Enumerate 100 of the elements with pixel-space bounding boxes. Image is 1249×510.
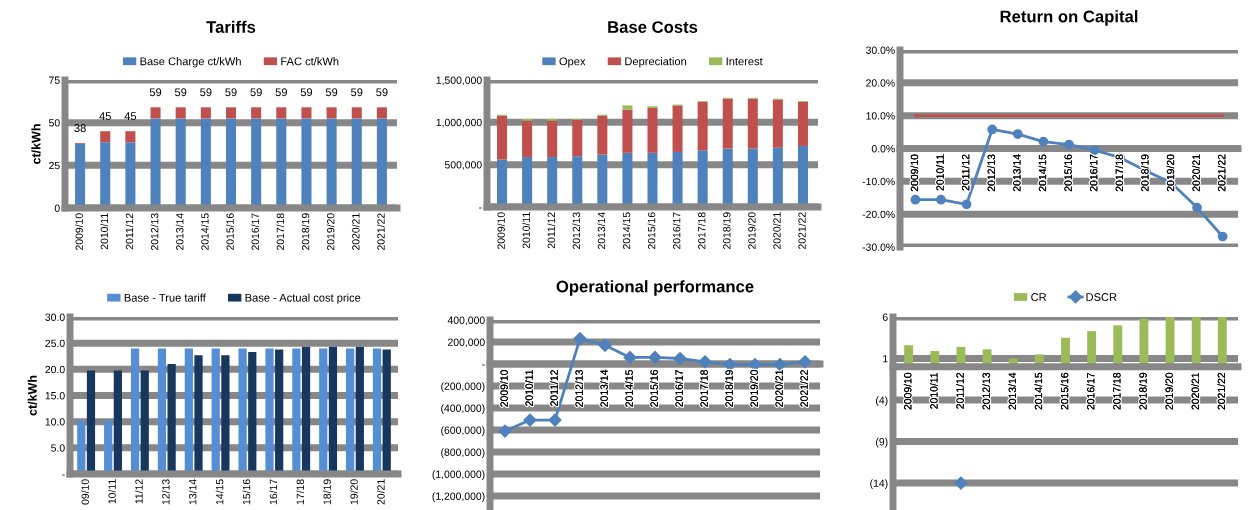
y-tick-label: 15.0 bbox=[45, 392, 65, 400]
x-tick-label: 18/19 bbox=[323, 479, 331, 505]
x-tick-label: 2018/19 bbox=[301, 213, 310, 250]
bar bbox=[184, 348, 193, 474]
x-tick-label: 2017/18 bbox=[1112, 372, 1121, 410]
bar bbox=[497, 159, 508, 207]
x-tick-label: 2019/20 bbox=[326, 213, 335, 250]
bar bbox=[175, 107, 186, 119]
x-tick-label: 2012/13 bbox=[150, 213, 159, 250]
bar bbox=[497, 115, 508, 160]
x-tick-label: 2021/22 bbox=[377, 213, 385, 250]
x-tick-label: 2009/10 bbox=[500, 369, 508, 407]
bar bbox=[372, 348, 382, 474]
y-tick-label: - bbox=[482, 364, 485, 366]
x-tick-label: 2009/10 bbox=[497, 212, 505, 249]
bar bbox=[75, 144, 86, 208]
y-tick-label: 30.0 bbox=[45, 313, 65, 321]
y-tick-label: 0.0% bbox=[871, 145, 895, 153]
chart-title: Return on Capital bbox=[1000, 10, 1138, 26]
x-tick-label: 2011/12 bbox=[547, 212, 555, 249]
point bbox=[961, 199, 972, 210]
y-tick-label: 1,500,000 bbox=[436, 76, 482, 86]
bar bbox=[722, 98, 733, 149]
y-tick-label: 0 bbox=[54, 204, 60, 212]
y-tick-label: -30.0% bbox=[862, 243, 895, 251]
x-tick-label: 2012/13 bbox=[982, 372, 990, 410]
bar bbox=[167, 364, 176, 474]
x-tick-label: 2018/19 bbox=[722, 212, 731, 249]
x-tick-label: 2011/12 bbox=[125, 213, 134, 250]
total-label: 45 bbox=[99, 112, 111, 121]
y-tick-label: 1 bbox=[883, 355, 888, 363]
bar bbox=[130, 348, 140, 474]
bar bbox=[355, 346, 364, 474]
x-tick-label: 2014/15 bbox=[1034, 372, 1043, 410]
x-tick-label: 2009/10 bbox=[910, 154, 919, 192]
x-tick-label: 2012/13 bbox=[987, 154, 995, 192]
y-tick-label: 10.0% bbox=[866, 112, 895, 120]
point bbox=[987, 124, 998, 135]
bar bbox=[572, 156, 583, 207]
y-tick-label: - bbox=[62, 474, 65, 476]
x-tick-label: 2016/17 bbox=[1086, 372, 1095, 410]
bar bbox=[276, 107, 287, 119]
total-label: 59 bbox=[376, 88, 388, 97]
bar bbox=[326, 118, 337, 208]
y-tick-label: 20.0% bbox=[866, 79, 895, 87]
y-tick-label: (9) bbox=[876, 437, 888, 448]
y-tick-label: 25.0 bbox=[45, 339, 65, 348]
total-label: 45 bbox=[124, 112, 137, 121]
bar bbox=[301, 107, 312, 119]
y-tick-label: (200,000) bbox=[441, 382, 485, 392]
x-tick-label: 2010/11 bbox=[525, 370, 533, 406]
bar bbox=[104, 420, 113, 474]
y-axis-title: ct/kWh bbox=[31, 124, 41, 164]
bar bbox=[100, 131, 111, 143]
bar bbox=[194, 355, 203, 474]
legend-label: DSCR bbox=[1086, 293, 1117, 301]
x-tick-label: 2021/22 bbox=[1217, 372, 1226, 410]
chart-title: Base Costs bbox=[608, 21, 698, 33]
legend-label: Base - True tariff bbox=[124, 293, 206, 302]
bar bbox=[86, 370, 96, 474]
point bbox=[1217, 231, 1228, 242]
bar bbox=[597, 154, 608, 207]
legend-label: CR bbox=[1031, 293, 1047, 301]
bar bbox=[772, 99, 783, 148]
x-tick-label: 2010/11 bbox=[522, 212, 530, 249]
x-tick-label: 2013/14 bbox=[597, 212, 606, 249]
bar bbox=[376, 107, 387, 119]
x-tick-label: 11/12 bbox=[135, 479, 143, 504]
bar bbox=[100, 142, 111, 208]
bar bbox=[251, 107, 262, 119]
x-tick-label: 2015/16 bbox=[1060, 372, 1069, 410]
point bbox=[936, 194, 946, 205]
x-tick-label: 2010/11 bbox=[929, 372, 938, 409]
point bbox=[798, 355, 812, 369]
x-tick-label: 2011/12 bbox=[550, 370, 558, 406]
bar bbox=[328, 346, 338, 474]
x-tick-label: 14/15 bbox=[215, 479, 224, 505]
legend-label: Base - Actual cost price bbox=[245, 293, 361, 304]
x-tick-label: 2020/21 bbox=[1191, 372, 1199, 410]
bar bbox=[200, 118, 211, 208]
point bbox=[773, 357, 787, 372]
x-tick-label: 2013/14 bbox=[1012, 154, 1021, 192]
y-tick-label: (800,000) bbox=[441, 448, 485, 458]
x-tick-label: 2019/20 bbox=[1165, 372, 1173, 410]
legend-label: Interest bbox=[726, 57, 763, 66]
bar bbox=[225, 107, 237, 119]
point bbox=[573, 332, 587, 346]
x-tick-label: 2009/10 bbox=[903, 372, 912, 410]
bar bbox=[200, 107, 211, 119]
x-tick-label: 2021/22 bbox=[800, 370, 808, 407]
chart-title: Operational performance bbox=[556, 280, 754, 296]
x-tick-label: 2019/20 bbox=[1166, 154, 1175, 192]
bar bbox=[672, 105, 683, 152]
bar bbox=[248, 352, 257, 474]
bar bbox=[211, 348, 220, 474]
x-tick-label: 2020/21 bbox=[1192, 154, 1200, 192]
total-label: 59 bbox=[300, 88, 313, 97]
bar bbox=[647, 107, 658, 153]
bar bbox=[150, 107, 161, 119]
y-tick-label: 75 bbox=[49, 76, 60, 84]
